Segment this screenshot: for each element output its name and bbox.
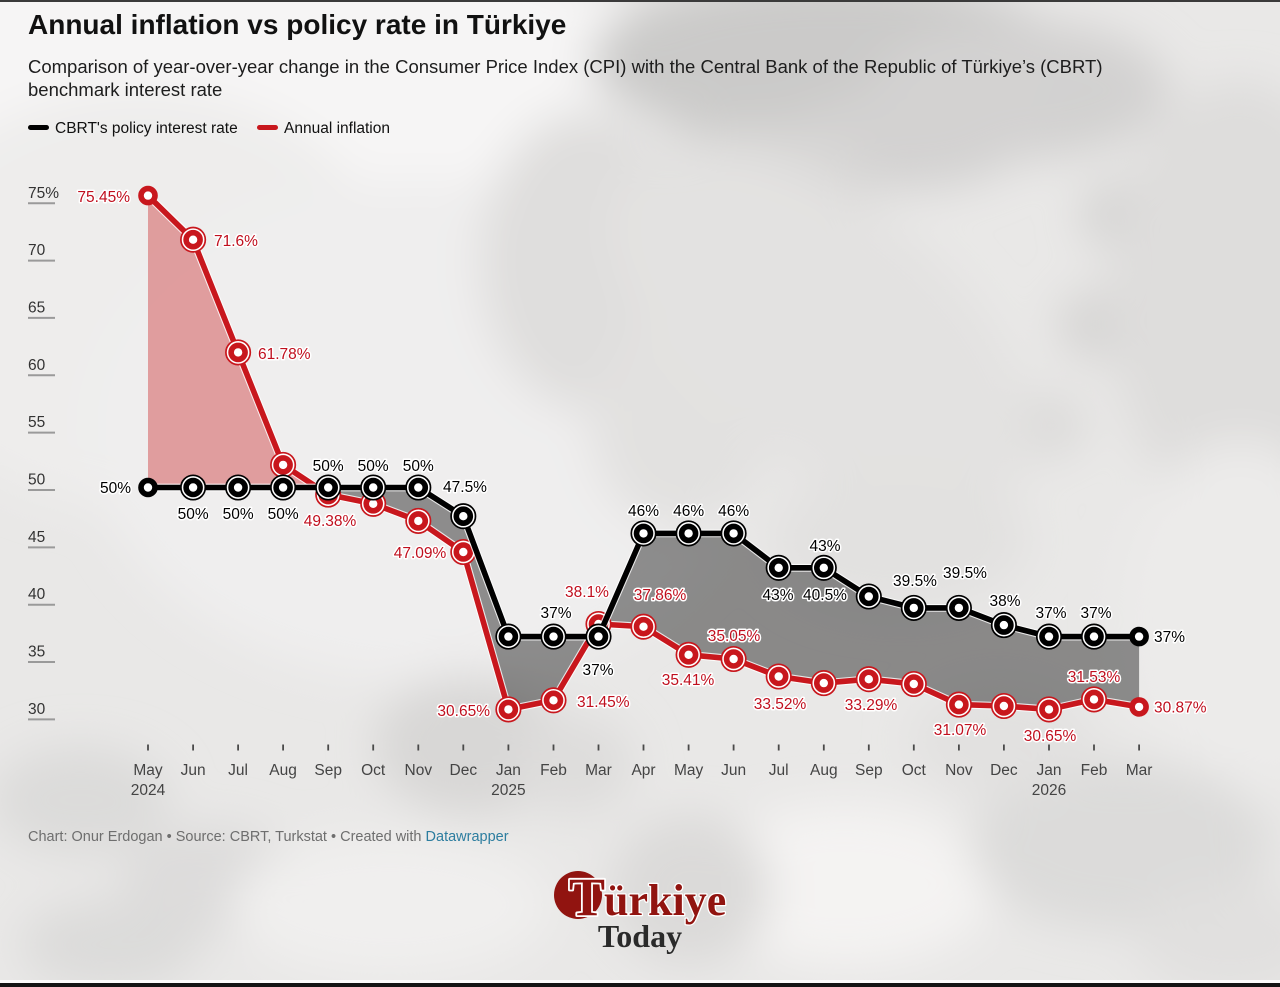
svg-text:2025: 2025 xyxy=(491,782,525,799)
svg-text:61.78%: 61.78% xyxy=(258,346,311,363)
svg-text:Nov: Nov xyxy=(405,762,433,779)
svg-text:2026: 2026 xyxy=(1032,782,1066,799)
svg-text:Feb: Feb xyxy=(540,762,567,779)
svg-text:75%: 75% xyxy=(28,185,59,202)
svg-text:Jan: Jan xyxy=(496,762,521,779)
svg-text:Feb: Feb xyxy=(1081,762,1108,779)
svg-text:30.65%: 30.65% xyxy=(437,703,490,720)
svg-text:50%: 50% xyxy=(223,506,254,523)
svg-text:Today: Today xyxy=(598,918,682,954)
svg-text:ürkiye: ürkiye xyxy=(604,876,726,925)
svg-text:Jul: Jul xyxy=(228,762,248,779)
svg-text:49.38%: 49.38% xyxy=(304,513,357,530)
svg-text:46%: 46% xyxy=(628,503,659,520)
svg-text:43%: 43% xyxy=(762,587,793,604)
svg-text:Jun: Jun xyxy=(181,762,206,779)
svg-text:37%: 37% xyxy=(1154,629,1185,646)
svg-text:37%: 37% xyxy=(582,662,613,679)
svg-text:May: May xyxy=(133,762,163,779)
svg-text:37.86%: 37.86% xyxy=(634,587,687,604)
svg-text:39.5%: 39.5% xyxy=(943,565,987,582)
svg-text:55: 55 xyxy=(28,414,45,431)
svg-text:31.53%: 31.53% xyxy=(1068,669,1121,686)
svg-text:50%: 50% xyxy=(268,506,299,523)
svg-text:38%: 38% xyxy=(989,593,1020,610)
svg-text:30: 30 xyxy=(28,701,46,718)
svg-text:46%: 46% xyxy=(718,503,749,520)
svg-text:43%: 43% xyxy=(809,538,840,555)
svg-text:50%: 50% xyxy=(178,506,209,523)
svg-text:Aug: Aug xyxy=(810,762,838,779)
svg-text:30.87%: 30.87% xyxy=(1154,699,1207,716)
svg-text:37%: 37% xyxy=(1035,605,1066,622)
svg-text:Jul: Jul xyxy=(769,762,789,779)
svg-text:Mar: Mar xyxy=(1126,762,1153,779)
svg-text:50%: 50% xyxy=(403,458,434,475)
svg-text:37%: 37% xyxy=(1080,605,1111,622)
svg-text:60: 60 xyxy=(28,357,46,374)
svg-text:Sep: Sep xyxy=(314,762,342,779)
svg-text:Apr: Apr xyxy=(631,762,655,779)
svg-text:37%: 37% xyxy=(540,605,571,622)
svg-text:75.45%: 75.45% xyxy=(77,189,130,206)
svg-text:31.07%: 31.07% xyxy=(934,722,987,739)
svg-text:35.41%: 35.41% xyxy=(662,672,715,689)
svg-text:Jan: Jan xyxy=(1037,762,1062,779)
svg-text:71.6%: 71.6% xyxy=(214,233,258,250)
svg-text:30.65%: 30.65% xyxy=(1024,728,1077,745)
svg-text:Dec: Dec xyxy=(450,762,478,779)
svg-text:39.5%: 39.5% xyxy=(893,573,937,590)
svg-text:50%: 50% xyxy=(358,458,389,475)
svg-text:46%: 46% xyxy=(673,503,704,520)
svg-text:Jun: Jun xyxy=(721,762,746,779)
svg-text:50%: 50% xyxy=(313,458,344,475)
svg-text:May: May xyxy=(674,762,704,779)
svg-text:40.5%: 40.5% xyxy=(803,587,847,604)
svg-text:50: 50 xyxy=(28,472,46,489)
svg-text:35.05%: 35.05% xyxy=(708,628,761,645)
svg-text:2024: 2024 xyxy=(131,782,166,799)
svg-text:33.52%: 33.52% xyxy=(754,696,807,713)
svg-text:Nov: Nov xyxy=(945,762,973,779)
svg-text:33.29%: 33.29% xyxy=(845,697,898,714)
svg-text:Mar: Mar xyxy=(585,762,612,779)
svg-text:Aug: Aug xyxy=(269,762,297,779)
svg-text:40: 40 xyxy=(28,586,46,603)
svg-text:Oct: Oct xyxy=(361,762,386,779)
svg-text:Dec: Dec xyxy=(990,762,1018,779)
svg-text:T: T xyxy=(569,868,605,927)
svg-text:50%: 50% xyxy=(100,480,131,497)
svg-text:47.09%: 47.09% xyxy=(394,545,447,562)
svg-text:Oct: Oct xyxy=(902,762,927,779)
svg-text:38.1%: 38.1% xyxy=(565,584,609,601)
svg-text:31.45%: 31.45% xyxy=(577,694,630,711)
svg-text:45: 45 xyxy=(28,529,45,546)
svg-text:70: 70 xyxy=(28,242,46,259)
svg-text:65: 65 xyxy=(28,299,45,316)
svg-text:47.5%: 47.5% xyxy=(443,479,487,496)
svg-text:35: 35 xyxy=(28,644,45,661)
svg-text:Sep: Sep xyxy=(855,762,883,779)
